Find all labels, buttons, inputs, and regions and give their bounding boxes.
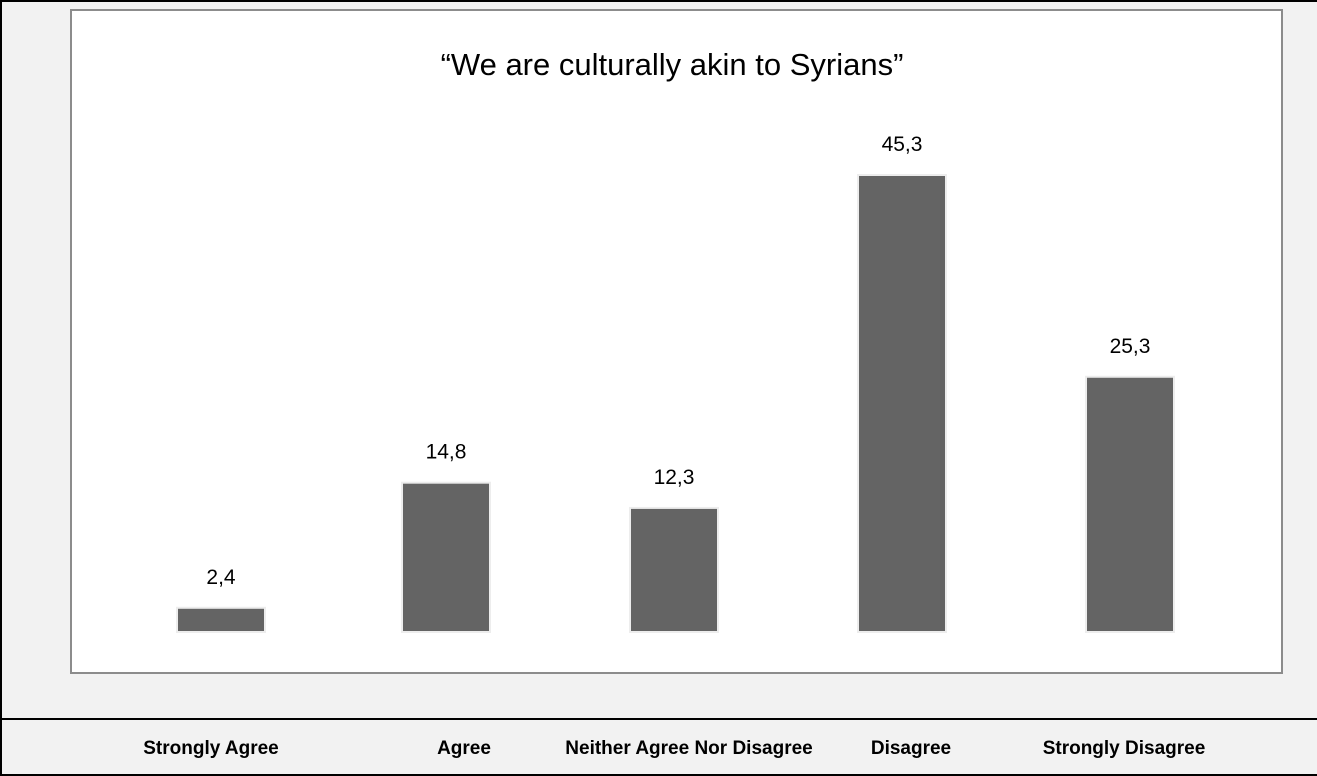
bar-neither-agree-nor-disagree xyxy=(629,506,719,633)
data-label: 12,3 xyxy=(654,466,695,489)
data-label: 2,4 xyxy=(206,566,236,589)
category-label: Disagree xyxy=(871,738,951,759)
bar-disagree xyxy=(857,174,947,633)
data-labels-group: 2,4 14,8 12,3 45,3 25,3 xyxy=(206,133,1150,589)
category-label: Strongly Disagree xyxy=(1043,738,1206,759)
category-label: Neither Agree Nor Disagree xyxy=(565,738,812,759)
data-label: 25,3 xyxy=(1110,335,1151,358)
chart-title: “We are culturally akin to Syrians” xyxy=(441,47,904,82)
bar-strongly-disagree xyxy=(1085,375,1175,633)
bar-strongly-agree xyxy=(176,606,266,634)
bars-group xyxy=(176,174,1175,634)
bar-agree xyxy=(401,481,491,633)
category-axis-divider xyxy=(2,718,1317,720)
category-label: Agree xyxy=(437,738,491,759)
data-label: 14,8 xyxy=(426,441,467,464)
data-label: 45,3 xyxy=(882,133,923,156)
category-label: Strongly Agree xyxy=(143,738,279,759)
category-labels-group: Strongly Agree Agree Neither Agree Nor Dis… xyxy=(143,738,1205,759)
